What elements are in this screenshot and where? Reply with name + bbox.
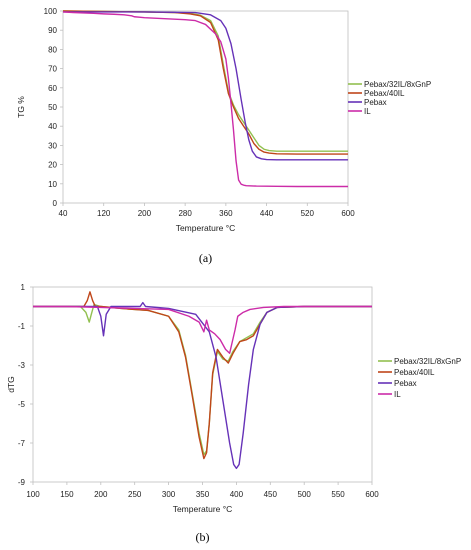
y-tick-label-b: -3 [18,361,26,370]
x-tick-label-b: 400 [230,490,244,499]
x-tick-label-b: 350 [196,490,210,499]
x-tick-label-a: 360 [219,209,233,218]
x-tick-label-a: 120 [97,209,111,218]
x-tick-label-a: 200 [138,209,152,218]
x-axis-title-b: Temperature °C [173,504,233,514]
y-tick-label-a: 20 [48,161,57,170]
y-tick-label-a: 30 [48,141,57,150]
x-tick-label-a: 440 [260,209,274,218]
x-tick-label-b: 450 [264,490,278,499]
y-tick-label-a: 10 [48,180,57,189]
legend-label-pebax-a: Pebax [364,98,387,107]
y-tick-label-b: -1 [18,322,26,331]
chart-a-tg: 40 120 200 280 360 440 520 600 0 10 20 30 40 50 60 70 80… [16,7,431,265]
x-tick-label-b: 250 [128,490,142,499]
caption-a: (a) [199,251,212,265]
y-tick-label-a: 60 [48,84,57,93]
series-line-pebax-32il-8xgnp-b [33,303,372,456]
y-tick-label-a: 40 [48,122,57,131]
chart-b-dtg: 100 150 200 250 300 350 400 450 500 550 600 1 -1 -3 -5… [6,283,461,544]
y-tick-label-a: 70 [48,65,57,74]
y-axis-title-b: dTG [6,376,16,393]
y-tick-label-a: 90 [48,26,57,35]
y-tick-label-b: 1 [21,283,26,292]
x-tick-label-b: 500 [298,490,312,499]
y-tick-label-a: 100 [44,7,58,16]
y-axis-title-a: TG % [16,96,26,118]
x-tick-label-a: 280 [178,209,192,218]
series-line-il-a [62,11,348,188]
x-tick-label-b: 550 [331,490,345,499]
series-line-pebax-a [63,11,348,161]
y-tick-label-b: -5 [18,400,26,409]
series-line-pebax-b [33,301,372,470]
x-tick-label-b: 300 [162,490,176,499]
caption-b: (b) [196,530,210,544]
legend-label-pebax-32il-8xgnp-b: Pebax/32IL/8xGnP [394,357,461,366]
x-tick-label-b: 100 [26,490,40,499]
legend-label-pebax-32il-8xgnp-a: Pebax/32IL/8xGnP [364,80,431,89]
x-tick-label-b: 600 [365,490,379,499]
x-tick-label-a: 40 [59,209,68,218]
y-tick-label-b: -9 [18,478,26,487]
legend-label-pebax-b: Pebax [394,379,417,388]
legend-label-il-b: IL [394,390,401,399]
x-axis-title-a: Temperature °C [176,223,236,233]
series-line-pebax-40il-b [33,291,372,460]
y-tick-label-b: -7 [18,439,26,448]
x-tick-label-a: 520 [301,209,315,218]
y-tick-label-a: 80 [48,45,57,54]
legend-label-il-a: IL [364,107,371,116]
legend-label-pebax-40il-a: Pebax/40IL [364,89,405,98]
series-line-pebax-32il-8xgnp-a [62,10,348,152]
legend-label-pebax-40il-b: Pebax/40IL [394,368,435,377]
x-tick-label-b: 200 [94,490,108,499]
series-line-pebax-40il-a [62,10,348,155]
y-tick-label-a: 50 [48,103,57,112]
plot-frame-a [62,10,349,204]
y-tick-label-a: 0 [53,199,58,208]
series-line-il-b [33,305,372,354]
x-tick-label-b: 150 [60,490,74,499]
x-tick-label-a: 600 [341,209,355,218]
